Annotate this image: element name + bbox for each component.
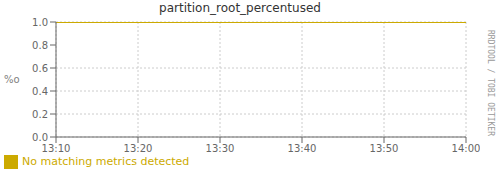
svg-text:13:20: 13:20 <box>124 143 153 154</box>
svg-text:13:30: 13:30 <box>206 143 235 154</box>
svg-text:13:10: 13:10 <box>42 143 71 154</box>
svg-text:0.8: 0.8 <box>32 40 48 51</box>
svg-text:14:00: 14:00 <box>452 143 480 154</box>
svg-text:0.2: 0.2 <box>32 109 48 120</box>
svg-text:%o: %o <box>8 74 20 85</box>
svg-text:13:50: 13:50 <box>370 143 399 154</box>
svg-text:0.4: 0.4 <box>32 86 48 97</box>
svg-text:0.0: 0.0 <box>32 132 48 143</box>
svg-text:13:40: 13:40 <box>288 143 317 154</box>
svg-text:1.0: 1.0 <box>32 17 48 28</box>
html-text:RRDTOOL / TOBI OETIKER: RRDTOOL / TOBI OETIKER <box>486 30 495 136</box>
html-text:partition_root_percentused: partition_root_percentused <box>159 1 321 15</box>
svg-text:0.6: 0.6 <box>32 63 48 74</box>
html-text:No matching metrics detected: No matching metrics detected <box>22 155 190 168</box>
